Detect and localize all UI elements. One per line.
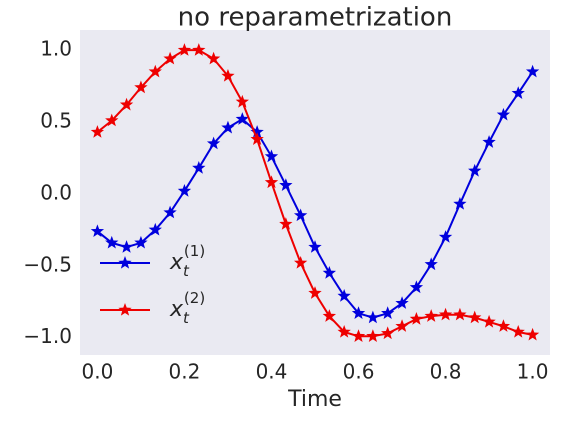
- plot-area: [80, 30, 550, 355]
- legend-label: xt (1): [169, 242, 205, 280]
- marker: [134, 80, 148, 94]
- marker: [453, 197, 467, 210]
- marker: [366, 329, 380, 342]
- marker: [381, 306, 395, 319]
- marker: [105, 235, 119, 249]
- marker: [511, 86, 525, 99]
- marker: [395, 296, 409, 309]
- y-tick-label: −0.5: [23, 252, 72, 276]
- legend-marker: [118, 303, 132, 316]
- marker: [308, 286, 322, 299]
- marker: [482, 135, 496, 148]
- marker: [351, 329, 366, 342]
- marker: [453, 307, 467, 321]
- legend-superscript: (2): [184, 289, 205, 307]
- marker: [308, 240, 322, 253]
- marker: [322, 266, 337, 279]
- legend-name: x: [169, 250, 184, 275]
- legend-marker: [118, 256, 132, 269]
- marker: [482, 314, 496, 328]
- marker: [337, 289, 351, 302]
- marker: [264, 175, 279, 189]
- marker: [90, 224, 105, 237]
- marker: [119, 240, 134, 253]
- x-tick-label: 0.6: [343, 360, 375, 384]
- legend-name: x: [169, 297, 184, 322]
- x-tick-label: 0.2: [169, 360, 201, 384]
- y-tick-label: 0.5: [40, 109, 72, 133]
- marker: [177, 184, 192, 197]
- marker: [424, 257, 438, 271]
- legend-subscript: t: [183, 262, 190, 280]
- marker: [206, 136, 221, 150]
- x-axis-label: Time: [287, 387, 342, 412]
- marker: [351, 306, 366, 319]
- marker: [148, 222, 162, 236]
- marker: [192, 43, 206, 56]
- marker: [221, 69, 235, 82]
- marker: [206, 51, 221, 65]
- marker: [409, 312, 424, 325]
- x-tick-label: 1.0: [517, 360, 549, 384]
- marker: [235, 112, 249, 125]
- marker: [395, 319, 409, 332]
- y-tick-label: −1.0: [23, 324, 72, 348]
- marker: [177, 43, 192, 56]
- marker: [250, 132, 264, 145]
- marker: [105, 113, 119, 127]
- x-tick-label: 0.4: [256, 360, 288, 384]
- marker: [134, 235, 148, 249]
- marker: [496, 319, 511, 332]
- marker: [438, 307, 453, 321]
- marker: [468, 310, 482, 324]
- marker: [279, 178, 293, 191]
- marker: [148, 64, 162, 78]
- marker: [337, 324, 351, 338]
- marker: [235, 94, 249, 108]
- legend-label: xt (2): [169, 289, 205, 327]
- y-tick-label: 0.0: [40, 180, 72, 204]
- legend-superscript: (1): [184, 242, 205, 260]
- marker: [468, 163, 482, 177]
- y-tick-label: 1.0: [40, 37, 72, 61]
- marker: [366, 310, 380, 324]
- marker: [163, 205, 177, 219]
- marker: [293, 255, 308, 269]
- marker: [322, 309, 337, 322]
- marker: [90, 125, 105, 138]
- legend-subscript: t: [183, 309, 190, 327]
- marker: [381, 326, 395, 340]
- marker: [525, 327, 540, 341]
- marker: [221, 120, 235, 134]
- x-tick-label: 0.8: [430, 360, 462, 384]
- marker: [409, 280, 424, 294]
- marker: [264, 149, 279, 163]
- marker: [192, 161, 206, 174]
- marker: [250, 125, 264, 138]
- marker: [293, 208, 308, 222]
- marker: [511, 324, 525, 338]
- marker: [525, 64, 540, 78]
- marker: [119, 97, 134, 111]
- x-tick-label: 0.0: [82, 360, 114, 384]
- marker: [163, 51, 177, 65]
- marker: [279, 217, 293, 230]
- marker: [438, 230, 453, 243]
- marker: [496, 107, 511, 121]
- chart-title: no reparametrization: [178, 3, 453, 33]
- marker: [424, 309, 438, 322]
